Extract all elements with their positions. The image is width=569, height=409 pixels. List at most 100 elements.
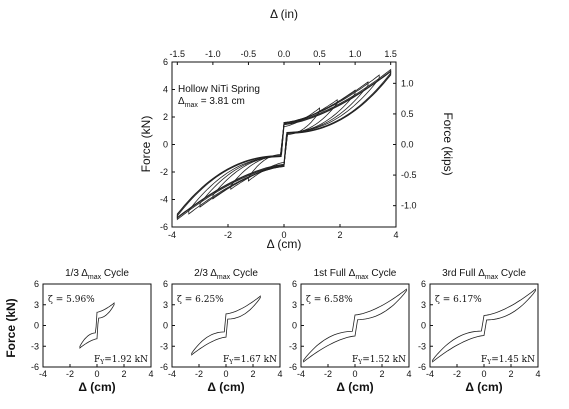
panel-y-tick-label: -3 — [160, 341, 168, 351]
panel-x-tick-label: -2 — [66, 369, 74, 379]
fy-value: =1.67 kN — [233, 355, 277, 365]
fy-sub: Y — [99, 359, 105, 366]
fy-value: =1.52 kN — [362, 355, 406, 365]
panel-loop — [303, 288, 407, 363]
main-x-axis-label: Δ (cm) — [267, 237, 302, 251]
panel-y-tick-label: 3 — [421, 300, 426, 310]
main-top-tick-label: 0.5 — [313, 49, 326, 59]
fy-sub: Y — [486, 359, 492, 366]
main-x-tick-label: 2 — [337, 230, 342, 240]
specimen-label: Hollow NiTi Spring — [178, 84, 260, 95]
panel-x-tick-label: 2 — [121, 369, 126, 379]
panel-x-tick-label: 2 — [508, 369, 513, 379]
panel-title-sub: max — [88, 274, 102, 281]
panel-yield-force: FY=1.67 kN — [223, 355, 277, 366]
panel-x-tick-label: -4 — [39, 369, 47, 379]
fy-value: =1.92 kN — [104, 355, 148, 365]
fy-sub: Y — [357, 359, 363, 366]
panel-damping-ratio: ζ = 6.17% — [435, 295, 482, 305]
fy-main: F — [352, 355, 358, 365]
panel-title-delta: Δ — [478, 268, 485, 279]
panel-y-tick-label: 3 — [292, 300, 297, 310]
fy-value: =1.45 kN — [491, 355, 535, 365]
panel-y-tick-label: -6 — [418, 362, 426, 372]
panel-y-tick-label: 6 — [292, 279, 297, 289]
fy-main: F — [223, 355, 229, 365]
fy-main: F — [94, 355, 100, 365]
main-y-tick-label: 2 — [163, 112, 168, 122]
main-y-tick-label: 4 — [163, 85, 168, 95]
panel-x-tick-label: 4 — [406, 369, 411, 379]
main-x-tick-label: 4 — [393, 230, 398, 240]
main-right-tick-label: 0.5 — [401, 109, 414, 119]
main-right-tick-label: -0.5 — [401, 170, 417, 180]
panel-damping-ratio: ζ = 5.96% — [48, 295, 95, 305]
panel-title-pre: 2/3 — [194, 268, 210, 279]
panel-3: -4 -2 0 2 4 -6 -3 0 3 6 1st Full Δmax Cycle ζ = 6.5… — [289, 268, 412, 394]
panel-x-tick-label: 0 — [481, 369, 486, 379]
panel-y-tick-label: -6 — [289, 362, 297, 372]
main-top-tick-label: 1.5 — [384, 49, 397, 59]
panel-x-axis-label: Δ (cm) — [78, 380, 115, 394]
main-top-tick-label: 1.0 — [349, 49, 362, 59]
main-top-tick-label: -1.0 — [205, 49, 221, 59]
panel-title: 3rd Full Δmax Cycle — [442, 268, 526, 281]
main-right-tick-label: 0.0 — [401, 140, 414, 150]
panel-x-tick-label: 4 — [535, 369, 540, 379]
panel-title-post: Cycle — [101, 268, 129, 279]
panel-title-pre: 1st Full — [314, 268, 349, 279]
panel-title-sub: max — [355, 274, 369, 281]
panel-y-tick-label: 0 — [163, 321, 168, 331]
panel-x-tick-label: -2 — [324, 369, 332, 379]
panel-x-axis-label: Δ (cm) — [207, 380, 244, 394]
panel-y-tick-label: -6 — [31, 362, 39, 372]
dmax-delta: Δ — [178, 96, 185, 107]
panel-x-tick-label: 2 — [250, 369, 255, 379]
panel-x-tick-label: 0 — [352, 369, 357, 379]
main-y-tick-label: -4 — [160, 195, 168, 205]
panel-title-pre: 3rd Full — [442, 268, 478, 279]
panel-loop — [432, 288, 536, 363]
main-top-tick-label: 0.0 — [278, 49, 291, 59]
panel-damping-ratio: ζ = 6.25% — [177, 295, 224, 305]
panel-1: -4 -2 0 2 4 -6 -3 0 3 6 1/3 Δmax Cycle ζ = 5.96% FY=… — [31, 268, 154, 394]
panel-y-tick-label: -6 — [160, 362, 168, 372]
panel-x-tick-label: 0 — [223, 369, 228, 379]
main-right-axis-label: Force (kips) — [441, 112, 455, 175]
panel-title-delta: Δ — [349, 268, 356, 279]
small-y-axis-label: Force (kN) — [4, 298, 18, 357]
main-y-tick-label: -2 — [160, 167, 168, 177]
panel-title-post: Cycle — [498, 268, 526, 279]
panel-y-tick-label: 6 — [34, 279, 39, 289]
dmax-sub: max — [185, 102, 199, 109]
fy-main: F — [481, 355, 487, 365]
main-x-tick-label: -4 — [168, 230, 176, 240]
panel-x-axis-label: Δ (cm) — [336, 380, 373, 394]
panel-y-tick-label: 6 — [163, 279, 168, 289]
panel-loop — [191, 295, 261, 356]
panel-title: 1st Full Δmax Cycle — [314, 268, 397, 281]
panel-2: -4 -2 0 2 4 -6 -3 0 3 6 2/3 Δmax Cycle ζ = 6.25% FY=… — [160, 268, 283, 394]
panel-y-tick-label: -3 — [31, 341, 39, 351]
fy-sub: Y — [228, 359, 234, 366]
panel-x-tick-label: 2 — [379, 369, 384, 379]
main-right-tick-label: -1.0 — [401, 201, 417, 211]
panel-y-tick-label: 3 — [34, 300, 39, 310]
dmax-value: = 3.81 cm — [198, 96, 245, 107]
panel-x-tick-label: 4 — [277, 369, 282, 379]
panel-title-sub: max — [485, 274, 499, 281]
main-loop-8 — [176, 70, 392, 219]
panel-y-tick-label: 3 — [163, 300, 168, 310]
panel-x-axis-label: Δ (cm) — [465, 380, 502, 394]
panel-yield-force: FY=1.92 kN — [94, 355, 148, 366]
panel-yield-force: FY=1.45 kN — [481, 355, 535, 366]
panel-title-post: Cycle — [230, 268, 258, 279]
panel-y-tick-label: 0 — [34, 321, 39, 331]
panel-loop — [79, 302, 115, 349]
panel-y-tick-label: 6 — [421, 279, 426, 289]
panel-x-tick-label: -4 — [168, 369, 176, 379]
main-y-axis-label: Force (kN) — [139, 116, 153, 173]
